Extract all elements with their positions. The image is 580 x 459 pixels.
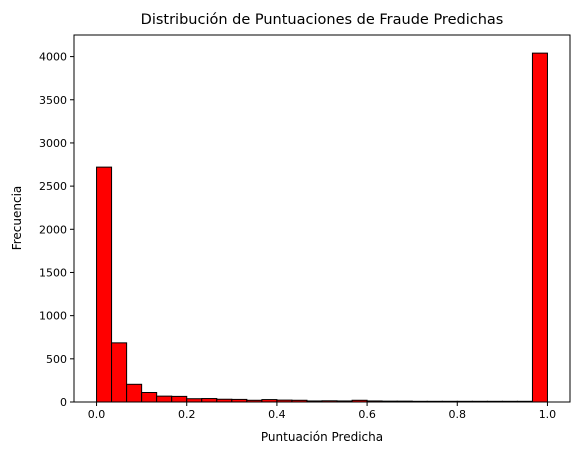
bars-layer	[96, 52, 548, 403]
x-tick-label: 0.0	[88, 408, 106, 421]
plot-frame	[73, 34, 571, 403]
x-tick-label: 0.4	[268, 408, 286, 421]
y-axis: 0 500 1000 1500 2000 2500 3000 3500 4000	[39, 51, 74, 409]
x-axis: 0.0 0.2 0.4 0.6 0.8 1.0	[88, 402, 556, 421]
histogram-bar	[141, 392, 158, 403]
histogram-bar	[531, 52, 548, 403]
x-tick-label: 0.2	[178, 408, 196, 421]
histogram-bar	[201, 398, 218, 403]
x-tick-label: 0.6	[358, 408, 376, 421]
y-tick-label: 4000	[39, 51, 67, 64]
x-tick-label: 0.8	[449, 408, 467, 421]
y-tick-label: 3000	[39, 137, 67, 150]
chart-title: Distribución de Puntuaciones de Fraude P…	[141, 12, 504, 28]
y-tick-label: 500	[46, 353, 67, 366]
histogram-bar	[156, 395, 173, 403]
y-tick-label: 2500	[39, 180, 67, 193]
x-tick-label: 1.0	[539, 408, 557, 421]
histogram-bar	[126, 383, 143, 403]
x-axis-label: Puntuación Predicha	[261, 430, 383, 444]
y-axis-label: Frecuencia	[10, 186, 24, 251]
y-tick-label: 3500	[39, 94, 67, 107]
histogram-bar	[96, 166, 113, 403]
histogram-bar	[171, 395, 188, 403]
y-tick-label: 2000	[39, 223, 67, 236]
y-tick-label: 0	[60, 396, 67, 409]
y-tick-label: 1500	[39, 266, 67, 279]
histogram-bar	[111, 342, 128, 403]
y-tick-label: 1000	[39, 310, 67, 323]
